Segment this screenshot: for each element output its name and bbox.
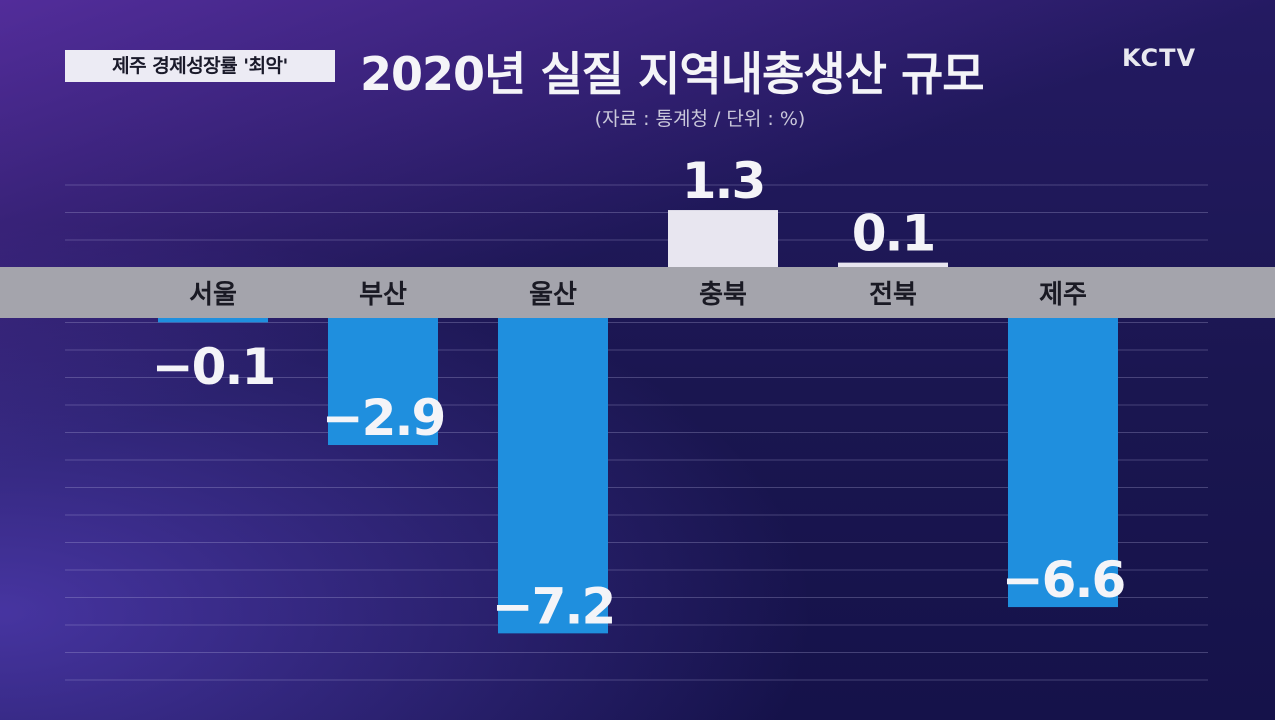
axis-band [0,267,1275,318]
bar-3 [668,210,778,267]
kctv-logo: KCTV [1122,44,1197,72]
category-label-3: 충북 [699,280,747,310]
value-label-4: 0.1 [852,205,935,263]
value-label-1: −2.9 [322,389,444,447]
chart-title: 2020년 실질 지역내총생산 규모 [360,47,985,101]
bar-5 [1008,318,1118,608]
category-label-4: 전북 [869,280,917,310]
bar-4 [838,262,948,267]
value-label-3: 1.3 [682,152,765,210]
chart-subtitle: (자료 : 통계청 / 단위 : %) [594,108,806,130]
category-label-5: 제주 [1039,280,1087,310]
bar-0 [158,318,268,323]
category-label-2: 울산 [529,280,577,310]
bar-2 [498,318,608,634]
category-label-0: 서울 [189,280,237,310]
bar-1 [328,318,438,446]
value-label-5: −6.6 [1002,551,1125,609]
value-label-2: −7.2 [492,577,614,635]
value-label-0: −0.1 [152,338,274,396]
headline-tag: 제주 경제성장률 '최악' [65,50,335,82]
category-label-1: 부산 [359,280,407,310]
